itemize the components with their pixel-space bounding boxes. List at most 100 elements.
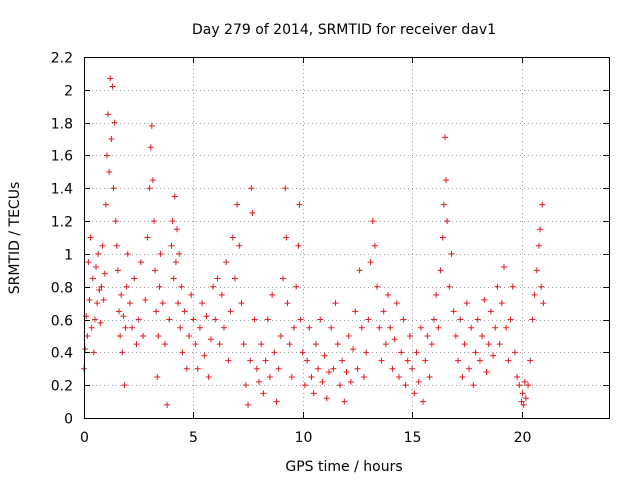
data-point	[214, 275, 221, 282]
data-point	[109, 83, 116, 90]
data-point	[82, 346, 89, 353]
data-point	[531, 291, 538, 298]
data-point	[291, 324, 297, 331]
data-point	[413, 349, 420, 356]
data-point	[352, 308, 359, 315]
data-point	[225, 357, 232, 364]
y-axis-tick-labels: 0 0.2 0.4 0.6 0.8 1 1.2 1.4 1.6 1.8 2 2.2	[51, 51, 73, 428]
data-point	[147, 144, 154, 151]
data-point	[96, 287, 103, 294]
data-point	[521, 378, 528, 385]
data-point	[507, 316, 514, 323]
data-point	[424, 332, 431, 339]
data-point	[240, 341, 247, 348]
data-point	[221, 324, 227, 331]
data-point	[439, 234, 446, 241]
data-point	[297, 316, 304, 323]
data-point	[122, 324, 129, 331]
data-point	[175, 300, 182, 307]
data-point	[354, 365, 361, 372]
data-point	[90, 349, 97, 356]
data-point	[341, 398, 348, 405]
data-point	[409, 365, 416, 372]
data-point	[431, 316, 437, 323]
data-point	[86, 296, 93, 303]
data-point	[223, 259, 230, 266]
data-point	[466, 365, 472, 372]
y-axis-label: SRMTID / TECUs	[7, 182, 23, 295]
data-point	[157, 250, 164, 257]
data-point	[361, 373, 367, 380]
data-point	[282, 185, 289, 192]
data-point	[85, 259, 92, 266]
data-point	[249, 209, 256, 216]
data-point	[321, 352, 328, 359]
data-point	[365, 316, 372, 323]
y-tick-label: 1.6	[51, 149, 73, 165]
data-point	[118, 291, 125, 298]
data-point	[107, 75, 114, 82]
data-point	[437, 267, 444, 274]
data-point	[389, 365, 396, 372]
data-point	[393, 300, 400, 307]
data-point	[356, 267, 363, 274]
data-point	[170, 275, 177, 282]
data-point	[192, 341, 199, 348]
data-point	[110, 185, 117, 192]
data-point	[212, 316, 219, 323]
data-point	[159, 300, 166, 307]
data-point	[380, 308, 387, 315]
data-point	[326, 369, 332, 376]
data-point	[516, 382, 523, 389]
data-point	[461, 341, 468, 348]
data-point	[218, 291, 225, 298]
data-point	[363, 349, 370, 356]
data-point	[95, 250, 102, 257]
grid	[84, 57, 609, 418]
data-point	[415, 378, 422, 385]
data-point	[538, 283, 545, 290]
y-tick-label: 0.6	[51, 314, 73, 330]
data-point	[284, 300, 291, 307]
data-point	[166, 316, 173, 323]
data-point	[347, 378, 354, 385]
data-point	[382, 341, 389, 348]
data-point	[210, 283, 217, 290]
data-point	[100, 296, 107, 303]
x-tick-label: 0	[80, 430, 89, 446]
data-point	[161, 341, 168, 348]
data-point	[262, 357, 269, 364]
y-tick-label: 2	[64, 84, 73, 100]
x-tick-label: 10	[295, 430, 313, 446]
data-point	[339, 357, 346, 364]
data-point	[283, 234, 290, 241]
data-point	[450, 308, 457, 315]
data-point	[116, 308, 122, 315]
data-point	[173, 226, 180, 233]
data-point	[330, 365, 337, 372]
data-point	[371, 242, 378, 249]
data-point	[441, 134, 448, 141]
data-point	[112, 218, 119, 225]
data-point	[336, 382, 343, 389]
data-point	[474, 316, 481, 323]
data-point	[536, 242, 542, 249]
data-point	[387, 324, 394, 331]
data-point	[186, 332, 192, 339]
data-point	[527, 357, 534, 364]
data-point	[171, 193, 178, 200]
data-point	[317, 316, 324, 323]
data-point	[203, 313, 210, 320]
x-axis-tick-labels: 0 5 10 15 20	[80, 430, 531, 446]
data-point	[164, 401, 171, 408]
data-point	[519, 390, 526, 397]
data-point	[315, 365, 322, 372]
data-point	[529, 316, 536, 323]
data-point	[99, 242, 106, 249]
data-point	[485, 341, 492, 348]
data-point	[448, 250, 455, 257]
data-point	[296, 201, 303, 208]
data-point	[135, 316, 142, 323]
data-point	[216, 341, 223, 348]
data-point	[129, 324, 136, 331]
